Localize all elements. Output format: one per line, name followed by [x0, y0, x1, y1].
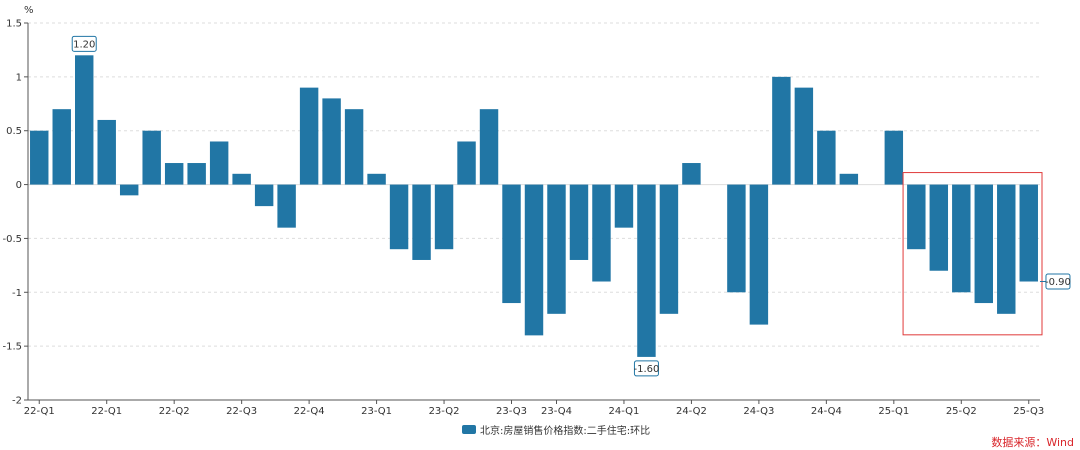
y-axis-unit: %	[24, 5, 34, 16]
y-tick-label: -1	[12, 288, 22, 299]
bar	[52, 109, 71, 185]
data-label: 1.20	[73, 39, 95, 50]
x-tick-label: 24-Q4	[811, 406, 842, 417]
bar	[682, 163, 701, 185]
bar	[254, 184, 274, 207]
bar	[749, 184, 769, 325]
x-tick-label: 22-Q2	[159, 406, 190, 417]
x-tick-label: 23-Q3	[496, 406, 527, 417]
bar	[164, 163, 184, 185]
x-tick-label: 24-Q1	[608, 406, 639, 417]
x-tick-label: 25-Q3	[1013, 406, 1044, 417]
bar	[209, 141, 229, 185]
bar	[142, 130, 161, 185]
bar	[929, 184, 949, 271]
axes	[27, 23, 1040, 401]
source-note: 数据来源：Wind	[991, 436, 1074, 449]
bar	[1019, 184, 1038, 282]
bar	[75, 55, 94, 185]
bar	[524, 184, 544, 336]
bar	[839, 173, 859, 185]
x-tick-label: 24-Q2	[676, 406, 707, 417]
highlight-box	[902, 172, 1043, 336]
data-label-box	[71, 35, 97, 52]
bar	[344, 109, 364, 185]
bar	[412, 184, 431, 260]
bar	[367, 173, 386, 185]
x-tick-label: 25-Q1	[878, 406, 909, 417]
bar	[30, 130, 49, 185]
x-tick-label: 24-Q3	[743, 406, 774, 417]
legend-swatch	[462, 425, 476, 434]
x-tick-label: 22-Q1	[24, 406, 55, 417]
x-tick-label: 23-Q4	[541, 406, 572, 417]
x-tick-label: 25-Q2	[946, 406, 977, 417]
bar	[232, 173, 251, 185]
bar	[907, 184, 926, 250]
x-tick-label: 23-Q2	[429, 406, 460, 417]
bar	[299, 87, 319, 185]
data-label-box	[633, 360, 659, 377]
bar	[457, 141, 476, 185]
y-tick-label: 1	[16, 72, 22, 83]
bar	[479, 109, 499, 185]
legend[interactable]: 北京:房屋销售价格指数:二手住宅:环比	[462, 422, 650, 437]
bar	[502, 184, 521, 304]
bar	[772, 76, 791, 185]
bar	[97, 119, 116, 185]
bar	[974, 184, 993, 304]
bar	[817, 130, 836, 185]
bar	[614, 184, 634, 228]
bar	[637, 184, 656, 357]
bar-series	[30, 55, 1038, 357]
data-label: -1.60	[634, 364, 660, 375]
bar	[119, 184, 139, 196]
bar	[277, 184, 296, 228]
y-tick-label: 0.5	[6, 126, 22, 137]
x-tick-label: 22-Q3	[226, 406, 257, 417]
y-tick-label: 0	[16, 180, 22, 191]
y-tick-label: -2	[12, 396, 22, 407]
bar	[952, 184, 971, 293]
bar	[187, 163, 206, 185]
y-tick-label: 1.5	[6, 19, 22, 30]
x-tick-label: 22-Q4	[294, 406, 325, 417]
bar	[997, 184, 1016, 314]
x-axis-ticks: 22-Q1 22-Q1 22-Q2 22-Q3 22-Q4 23-Q1 23-Q2 23-Q3…	[24, 400, 1044, 417]
bar	[547, 184, 566, 314]
bar	[434, 184, 454, 250]
data-label: -0.90	[1045, 277, 1071, 288]
bar	[727, 184, 746, 293]
y-tick-label: -1.5	[2, 342, 22, 353]
annotations: 1.20 -1.60 -0.90	[71, 35, 1071, 377]
bar	[794, 87, 814, 185]
x-tick-label: 22-Q1	[91, 406, 122, 417]
bar	[592, 184, 611, 282]
bar	[659, 184, 679, 314]
y-tick-label: -0.5	[2, 234, 22, 245]
bar	[389, 184, 409, 250]
x-tick-label: 23-Q1	[361, 406, 392, 417]
legend-label: 北京:房屋销售价格指数:二手住宅:环比	[480, 426, 651, 437]
bar	[569, 184, 589, 260]
bar	[884, 130, 904, 185]
y-axis-ticks: 1.5 1 0.5 0 -0.5 -1 -1.5 -2	[2, 19, 28, 407]
bar	[322, 98, 341, 185]
